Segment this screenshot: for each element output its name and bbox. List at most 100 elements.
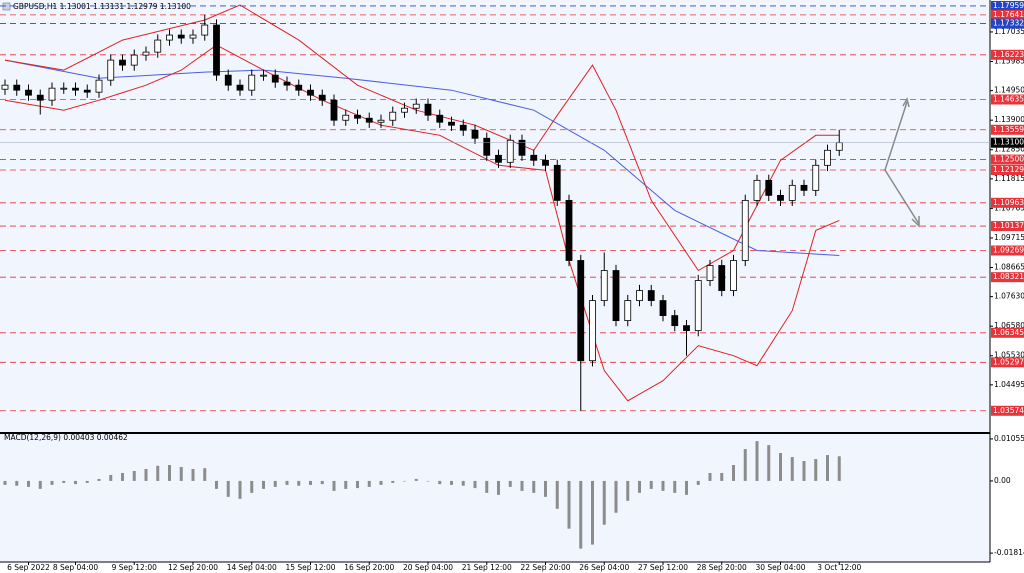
y-tick-label: 1.07630 (994, 292, 1024, 301)
candle-body (260, 74, 267, 77)
macd-bar (661, 480, 665, 491)
candle-body (765, 179, 773, 196)
macd-bar (779, 453, 782, 481)
candle-body (506, 139, 514, 163)
candle-body (283, 81, 291, 86)
candle-body (788, 184, 796, 201)
level-label-box (991, 94, 1024, 105)
level-label: 1.10963 (993, 198, 1024, 207)
macd-bar (520, 480, 524, 491)
macd-bar (638, 480, 641, 493)
forecast-arrows (884, 97, 920, 228)
macd-bar (826, 455, 829, 481)
macd-bar (837, 456, 841, 481)
level-label: 1.17641 (993, 10, 1024, 19)
candle-body (36, 94, 44, 101)
macd-bar (497, 480, 500, 495)
x-tick-label: 9 Sep 12:00 (112, 563, 158, 572)
candle-body (553, 164, 561, 201)
candle-body (271, 74, 279, 83)
level-label-box (991, 245, 1024, 256)
candle-body (330, 99, 338, 121)
macd-bar (732, 465, 735, 481)
level-label-box (991, 357, 1024, 368)
macd-bar (226, 480, 230, 497)
macd-bar (97, 478, 101, 481)
candle-body (800, 184, 808, 191)
level-label: 1.06345 (993, 328, 1024, 337)
candle-body (495, 154, 502, 163)
macd-bar (50, 480, 54, 485)
x-tick-label: 22 Sep 20:00 (520, 563, 570, 572)
macd-bar (626, 480, 630, 501)
candle-body (436, 114, 444, 123)
level-label: 1.17332 (993, 19, 1024, 28)
level-label-box (991, 124, 1024, 135)
macd-bar (3, 480, 7, 485)
macd-bar (320, 480, 324, 485)
candle-body (389, 111, 397, 121)
macd-bar (132, 470, 136, 481)
y-tick-label: 0.01055 (994, 434, 1024, 443)
candle-body (542, 159, 549, 166)
level-label: 1.16223 (993, 50, 1024, 59)
candle-body (459, 124, 467, 131)
macd-bar (567, 480, 571, 529)
macd-bar (696, 480, 700, 485)
candle-body (365, 117, 373, 123)
x-tick-label: 20 Sep 04:00 (403, 563, 453, 572)
candle-body (318, 94, 326, 101)
macd-bar (332, 480, 336, 491)
price-pane (0, 0, 990, 432)
x-tick-label: 30 Sep 04:00 (755, 563, 805, 572)
candle-body (600, 270, 608, 301)
y-tick-label: 1.06580 (994, 321, 1024, 330)
macd-bar (403, 480, 406, 482)
candle-body (483, 137, 491, 156)
y-tick-label: 1.05530 (994, 351, 1024, 360)
candle-body (612, 270, 620, 322)
macd-pane (0, 434, 990, 562)
candle-body (730, 260, 737, 291)
candle-body (48, 87, 56, 101)
indicator-line (4, 44, 840, 402)
macd-bar (814, 459, 818, 481)
candle-body (647, 290, 655, 301)
macd-bar (438, 480, 442, 485)
macd-bar (379, 480, 383, 485)
macd-bar (203, 468, 207, 481)
level-label: 1.03574 (993, 406, 1024, 415)
candle-body (142, 51, 150, 56)
candle-body (25, 89, 32, 96)
level-label-box (991, 154, 1024, 165)
macd-bar (367, 480, 371, 487)
candle-body (95, 79, 103, 93)
candle-body (683, 325, 690, 332)
level-label: 1.12500 (993, 155, 1024, 164)
x-tick-label: 21 Sep 12:00 (462, 563, 512, 572)
macd-bar (532, 480, 536, 493)
candle-body (824, 149, 831, 166)
indicator-line (4, 59, 840, 256)
candle-body (377, 119, 385, 123)
candle-body (624, 300, 632, 322)
macd-bar (144, 468, 148, 481)
level-label-box (991, 197, 1024, 208)
y-tick-label: 1.11815 (994, 174, 1024, 183)
level-label-box (991, 405, 1024, 416)
candle-body (224, 74, 232, 86)
macd-bar (168, 465, 171, 481)
macd-bar (508, 480, 512, 487)
x-tick-label: 28 Sep 20:00 (697, 563, 747, 572)
macd-bar (685, 480, 688, 495)
candle-body (777, 194, 784, 201)
level-label-box (991, 0, 1024, 11)
candle-body (589, 300, 596, 362)
macd-bar (250, 480, 254, 493)
arrow-down (884, 169, 920, 225)
macd-bar (485, 480, 489, 493)
candle-body (60, 87, 68, 90)
macd-bar (262, 480, 265, 489)
macd-bar (285, 480, 289, 485)
macd-bar (614, 480, 618, 513)
